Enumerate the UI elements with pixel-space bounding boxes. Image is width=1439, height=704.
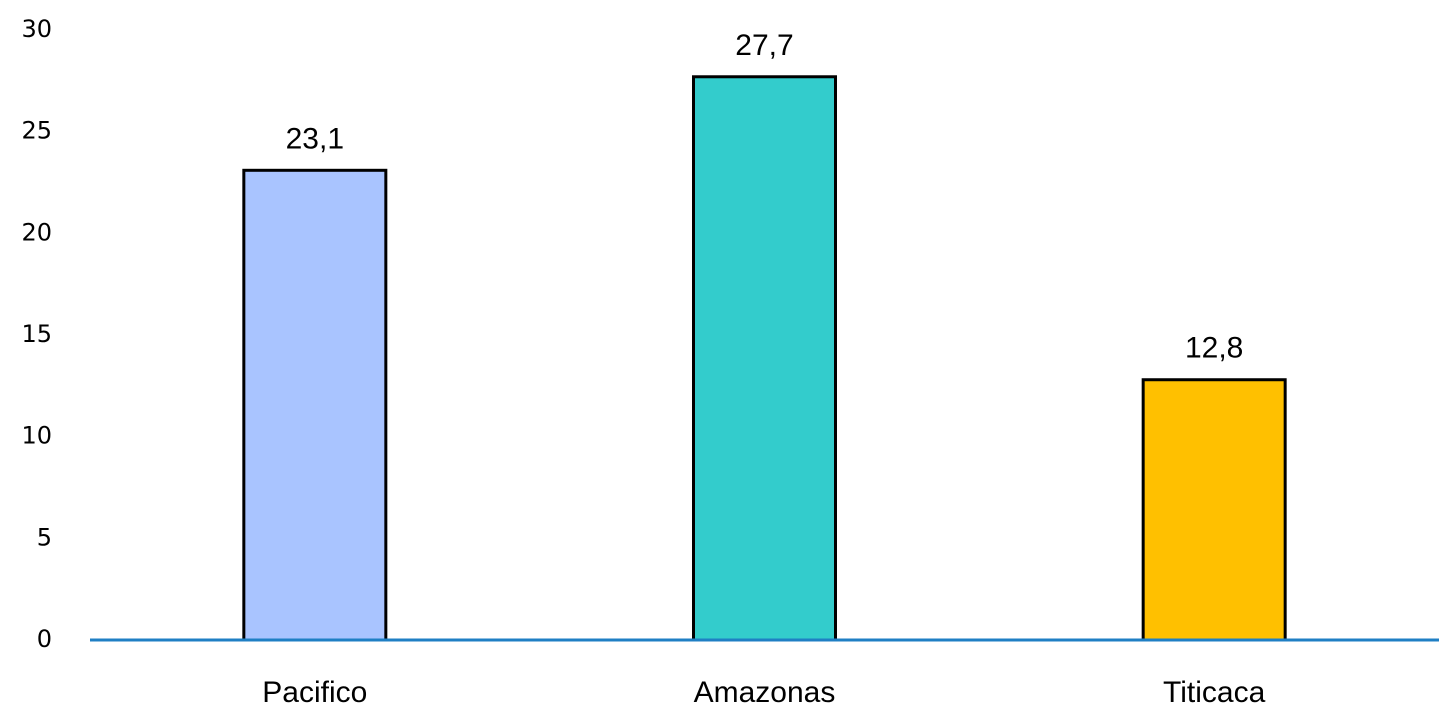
y-tick-label: 10 bbox=[21, 422, 52, 450]
x-tick-label: Titicaca bbox=[1163, 676, 1266, 704]
y-tick-label: 30 bbox=[21, 15, 52, 43]
y-tick-label: 15 bbox=[21, 320, 52, 348]
x-axis-ticks: Pacifico Amazonas Titicaca bbox=[262, 676, 1265, 704]
y-axis-ticks: 0 5 10 15 20 25 30 bbox=[21, 15, 52, 653]
data-label: 23,1 bbox=[286, 122, 344, 155]
data-labels: 23,1 27,7 12,8 bbox=[286, 29, 1244, 365]
bars bbox=[242, 75, 1287, 642]
bar-pacifico bbox=[242, 168, 388, 642]
bar-amazonas bbox=[692, 75, 837, 642]
bar-titicaca bbox=[1141, 378, 1287, 642]
y-tick-label: 5 bbox=[37, 523, 52, 551]
y-tick-label: 20 bbox=[21, 218, 52, 246]
y-tick-label: 25 bbox=[21, 117, 52, 145]
x-tick-label: Pacifico bbox=[262, 676, 367, 704]
x-tick-label: Amazonas bbox=[694, 676, 836, 704]
data-label: 27,7 bbox=[735, 29, 793, 62]
data-label: 12,8 bbox=[1185, 332, 1243, 365]
y-tick-label: 0 bbox=[37, 625, 52, 653]
